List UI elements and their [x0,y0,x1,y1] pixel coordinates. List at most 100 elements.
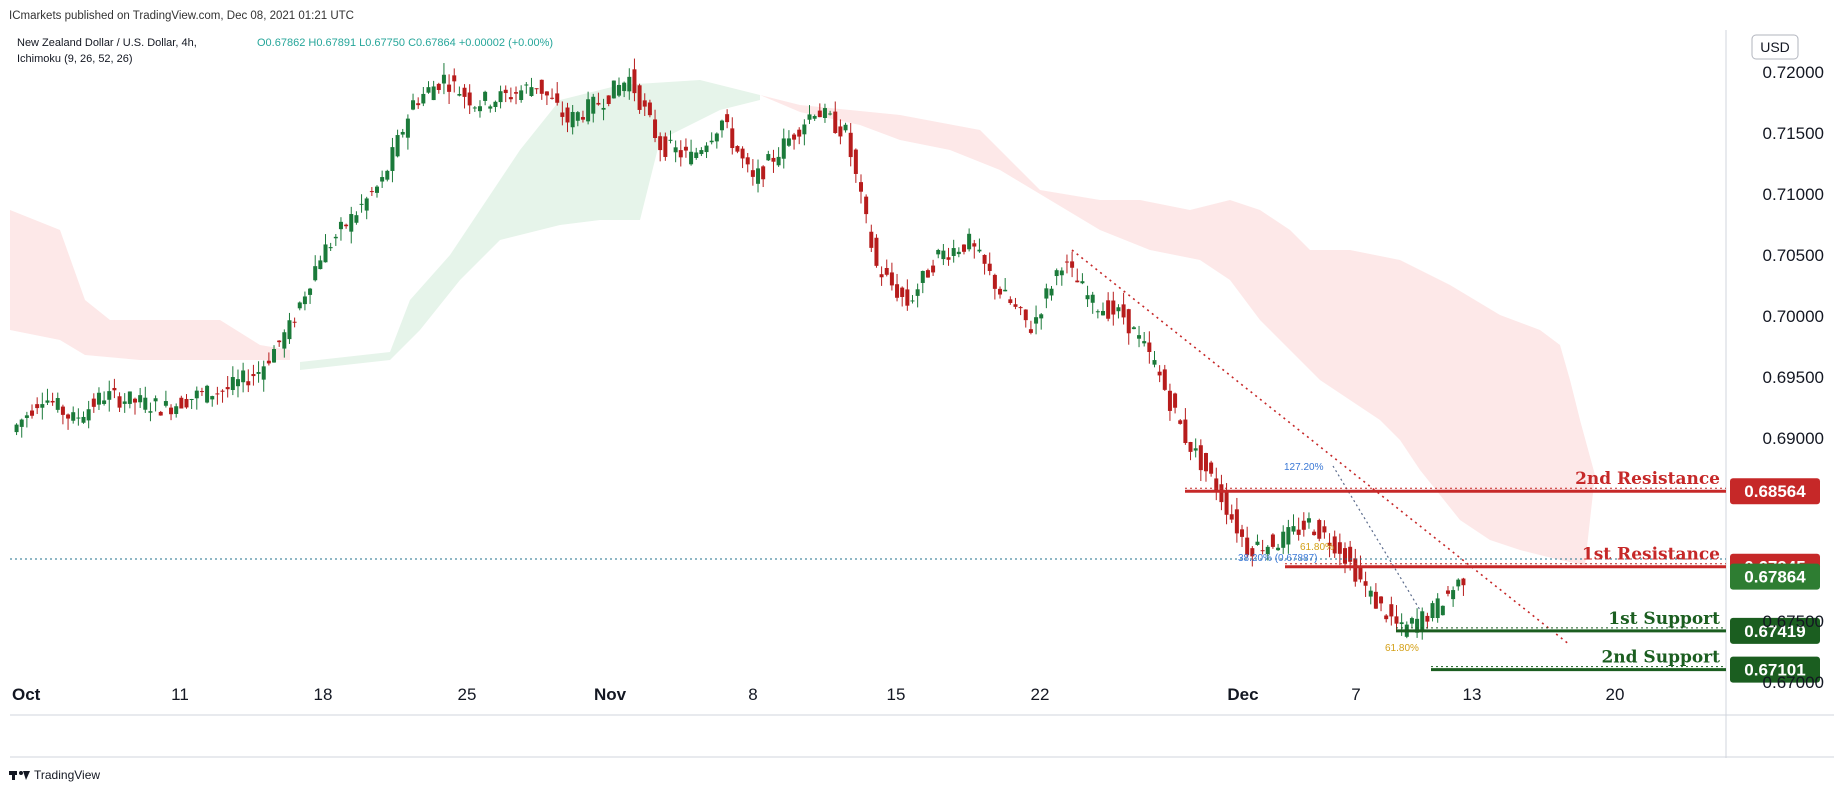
candle-body[interactable] [447,84,452,92]
candle-body[interactable] [998,288,1003,295]
candle-body[interactable] [477,106,482,112]
candle-body[interactable] [50,400,55,403]
candle-body[interactable] [905,289,910,306]
candle-body[interactable] [725,114,730,123]
candle-body[interactable] [1255,541,1260,545]
candle-body[interactable] [884,267,889,275]
candle-body[interactable] [133,398,137,403]
candle-body[interactable] [1214,478,1219,492]
candle-body[interactable] [678,150,683,158]
candle-body[interactable] [71,412,76,421]
candle-body[interactable] [1440,605,1445,616]
candle-body[interactable] [282,332,287,349]
candle-body[interactable] [807,114,812,120]
candle-body[interactable] [81,416,86,423]
candle-body[interactable] [1064,261,1069,263]
candle-body[interactable] [900,287,905,297]
candle-body[interactable] [1358,566,1363,580]
candle-body[interactable] [96,392,101,405]
candle-body[interactable] [1116,307,1121,312]
candle-body[interactable] [776,156,781,166]
candle-body[interactable] [1142,341,1147,344]
candle-body[interactable] [230,377,235,391]
candle-body[interactable] [272,349,277,363]
candle-body[interactable] [1023,309,1028,321]
candle-body[interactable] [55,398,60,410]
candle-body[interactable] [740,148,745,159]
candle-body[interactable] [1188,441,1193,452]
candle-body[interactable] [122,401,127,404]
candle-body[interactable] [879,274,884,278]
candle-body[interactable] [1291,526,1296,532]
candle-body[interactable] [570,111,575,128]
candle-body[interactable] [1039,314,1044,319]
candle-body[interactable] [1101,310,1105,316]
candle-body[interactable] [1080,281,1085,284]
candle-body[interactable] [1090,294,1095,303]
candle-body[interactable] [153,398,158,402]
candle-body[interactable] [1049,288,1054,296]
candle-body[interactable] [658,136,663,151]
candle-body[interactable] [529,87,534,97]
currency-badge[interactable] [1751,34,1799,60]
candle-body[interactable] [797,129,802,137]
candle-body[interactable] [1430,603,1435,619]
candle-body[interactable] [1337,542,1342,554]
candle-body[interactable] [210,396,215,400]
candle-body[interactable] [1445,590,1450,594]
candle-body[interactable] [1317,520,1322,539]
candle-body[interactable] [35,404,40,409]
candle-body[interactable] [1224,492,1229,515]
candle-body[interactable] [786,138,791,146]
candle-body[interactable] [941,250,946,260]
level-price-tag[interactable] [1730,656,1820,683]
candle-body[interactable] [689,151,694,165]
candle-body[interactable] [400,131,405,135]
candle-body[interactable] [642,100,647,107]
candle-body[interactable] [735,146,740,152]
candle-body[interactable] [1245,537,1250,555]
candle-body[interactable] [1234,509,1239,534]
candle-body[interactable] [112,387,117,391]
candle-body[interactable] [745,157,750,165]
candle-body[interactable] [364,198,369,211]
candle-body[interactable] [1095,311,1100,313]
candle-body[interactable] [1219,484,1224,503]
candle-body[interactable] [493,101,498,108]
candle-body[interactable] [550,97,555,99]
candle-body[interactable] [539,79,544,94]
candle-body[interactable] [30,410,35,416]
candle-body[interactable] [987,263,992,271]
downtrend-line[interactable] [1071,249,1571,646]
candle-body[interactable] [76,417,81,419]
candle-body[interactable] [441,74,446,84]
candle-body[interactable] [750,170,755,177]
candle-body[interactable] [1075,280,1080,283]
candle-body[interactable] [416,103,421,106]
candle-body[interactable] [354,215,359,223]
candle-body[interactable] [956,251,961,255]
candle-body[interactable] [591,96,596,114]
candle-body[interactable] [869,231,874,248]
candle-body[interactable] [308,288,313,295]
candle-body[interactable] [189,398,194,400]
candle-body[interactable] [328,247,333,249]
candle-body[interactable] [1265,546,1270,555]
candle-body[interactable] [225,387,230,390]
candle-body[interactable] [946,257,951,260]
candle-body[interactable] [287,320,292,340]
candle-body[interactable] [1301,520,1306,530]
candle-body[interactable] [297,302,302,309]
candle-body[interactable] [668,139,673,141]
candle-body[interactable] [714,133,719,142]
candle-body[interactable] [246,381,251,386]
candle-body[interactable] [390,147,395,171]
candle-body[interactable] [86,409,91,421]
candle-body[interactable] [483,91,488,101]
candle-body[interactable] [488,106,493,109]
price-axis[interactable]: 0.72000 0.71500 0.71000 0.70500 0.70000 0.695… [1763,63,1824,692]
candle-body[interactable] [138,395,143,403]
current-price-tag[interactable] [1730,563,1820,590]
candle-body[interactable] [148,411,153,413]
